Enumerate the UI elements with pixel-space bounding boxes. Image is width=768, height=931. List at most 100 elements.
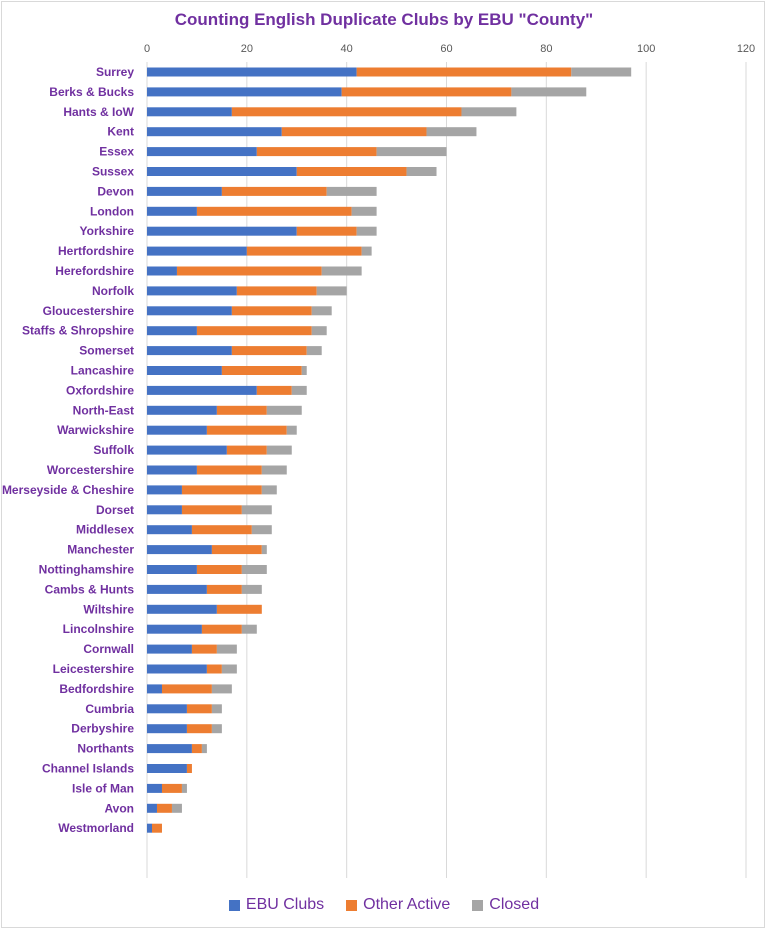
category-label-devon: Devon xyxy=(97,184,134,198)
category-label-wiltshire: Wiltshire xyxy=(83,602,134,616)
category-label-north-east: North-East xyxy=(73,403,134,417)
legend-label-closed: Closed xyxy=(489,896,540,913)
bar-ebu-clubs-7 xyxy=(147,206,197,216)
bar-closed-28 xyxy=(241,624,257,634)
bar-ebu-clubs-22 xyxy=(147,505,182,515)
bar-ebu-clubs-13 xyxy=(147,326,197,336)
bar-other-active-18 xyxy=(206,425,287,435)
category-label-berks-bucks: Berks & Bucks xyxy=(49,85,134,99)
bar-ebu-clubs-17 xyxy=(147,405,217,415)
category-label-cambs-hunts: Cambs & Hunts xyxy=(45,582,135,596)
bar-other-active-28 xyxy=(201,624,242,634)
bar-other-active-35 xyxy=(186,764,192,773)
x-tick-label-100: 100 xyxy=(637,43,655,55)
bar-other-active-2 xyxy=(231,107,462,117)
bar-ebu-clubs-21 xyxy=(147,485,182,495)
x-tick-label-60: 60 xyxy=(440,43,452,55)
category-label-herefordshire: Herefordshire xyxy=(55,264,134,278)
bar-closed-12 xyxy=(311,306,332,316)
bar-ebu-clubs-12 xyxy=(147,306,232,316)
bar-other-active-13 xyxy=(196,326,312,336)
bar-closed-23 xyxy=(251,525,272,535)
bar-ebu-clubs-37 xyxy=(147,803,157,813)
bar-ebu-clubs-30 xyxy=(147,664,207,674)
bar-other-active-3 xyxy=(281,127,427,137)
category-label-worcestershire: Worcestershire xyxy=(47,463,134,477)
x-tick-label-40: 40 xyxy=(341,43,353,55)
bar-ebu-clubs-11 xyxy=(147,286,237,296)
bar-closed-16 xyxy=(291,385,307,395)
bar-closed-24 xyxy=(261,545,267,555)
bar-closed-5 xyxy=(406,167,437,176)
bar-ebu-clubs-31 xyxy=(147,684,162,694)
bar-closed-13 xyxy=(311,326,327,336)
category-label-nottinghamshire: Nottinghamshire xyxy=(39,563,135,577)
bar-ebu-clubs-28 xyxy=(147,624,202,634)
bar-other-active-24 xyxy=(211,545,262,555)
category-label-cumbria: Cumbria xyxy=(85,702,134,716)
bar-other-active-38 xyxy=(151,823,162,833)
bar-ebu-clubs-29 xyxy=(147,644,192,654)
category-label-oxfordshire: Oxfordshire xyxy=(66,383,134,397)
bar-closed-19 xyxy=(266,445,292,455)
category-label-staffs-shropshire: Staffs & Shropshire xyxy=(22,324,134,338)
bar-closed-11 xyxy=(316,286,347,296)
category-label-isle-of-man: Isle of Man xyxy=(72,781,134,795)
bar-other-active-29 xyxy=(191,644,217,654)
bar-closed-18 xyxy=(286,425,297,435)
bar-ebu-clubs-3 xyxy=(147,127,282,137)
bar-closed-33 xyxy=(211,724,222,734)
category-label-gloucestershire: Gloucestershire xyxy=(43,304,135,318)
bar-other-active-19 xyxy=(226,445,267,455)
bar-other-active-15 xyxy=(221,366,302,375)
bar-other-active-25 xyxy=(196,565,242,574)
legend-swatch-closed xyxy=(472,899,484,911)
bar-closed-7 xyxy=(351,206,377,216)
bar-ebu-clubs-27 xyxy=(147,604,217,614)
bar-closed-31 xyxy=(211,684,232,694)
bar-ebu-clubs-5 xyxy=(147,167,297,176)
bar-other-active-5 xyxy=(296,167,407,176)
legend-label-other-active: Other Active xyxy=(363,896,451,913)
bar-closed-14 xyxy=(306,346,322,356)
bar-other-active-10 xyxy=(176,266,322,276)
bar-other-active-7 xyxy=(196,206,352,216)
category-label-middlesex: Middlesex xyxy=(76,523,134,537)
legend-item-ebu-clubs: EBU Clubs xyxy=(228,896,324,914)
bar-other-active-23 xyxy=(191,525,252,535)
bar-other-active-6 xyxy=(221,186,327,196)
category-label-suffolk: Suffolk xyxy=(93,443,134,457)
bar-closed-20 xyxy=(261,465,287,475)
category-label-channel-islands: Channel Islands xyxy=(42,762,134,776)
bar-other-active-14 xyxy=(231,346,307,356)
bar-closed-26 xyxy=(241,584,262,594)
bar-ebu-clubs-19 xyxy=(147,445,227,455)
category-label-somerset: Somerset xyxy=(79,344,134,358)
bar-ebu-clubs-23 xyxy=(147,525,192,535)
bar-ebu-clubs-26 xyxy=(147,584,207,594)
category-label-northants: Northants xyxy=(77,742,134,756)
bar-other-active-11 xyxy=(236,286,317,296)
bar-ebu-clubs-6 xyxy=(147,186,222,196)
bar-closed-25 xyxy=(241,565,267,574)
category-label-leicestershire: Leicestershire xyxy=(53,662,135,676)
x-tick-label-80: 80 xyxy=(540,43,552,55)
bar-other-active-36 xyxy=(161,783,182,793)
bar-closed-21 xyxy=(261,485,277,495)
category-label-kent: Kent xyxy=(107,125,134,139)
bar-other-active-17 xyxy=(216,405,267,415)
bar-ebu-clubs-0 xyxy=(147,67,357,77)
bar-ebu-clubs-32 xyxy=(147,704,187,714)
bar-closed-3 xyxy=(426,127,477,137)
bar-ebu-clubs-2 xyxy=(147,107,232,117)
category-label-lancashire: Lancashire xyxy=(71,364,135,378)
bar-closed-9 xyxy=(361,246,372,256)
bar-ebu-clubs-9 xyxy=(147,246,247,256)
bar-closed-15 xyxy=(301,366,307,375)
bar-other-active-32 xyxy=(186,704,212,714)
bar-other-active-4 xyxy=(256,147,377,157)
category-label-dorset: Dorset xyxy=(96,503,134,517)
category-label-surrey: Surrey xyxy=(96,65,134,79)
x-tick-label-20: 20 xyxy=(241,43,253,55)
